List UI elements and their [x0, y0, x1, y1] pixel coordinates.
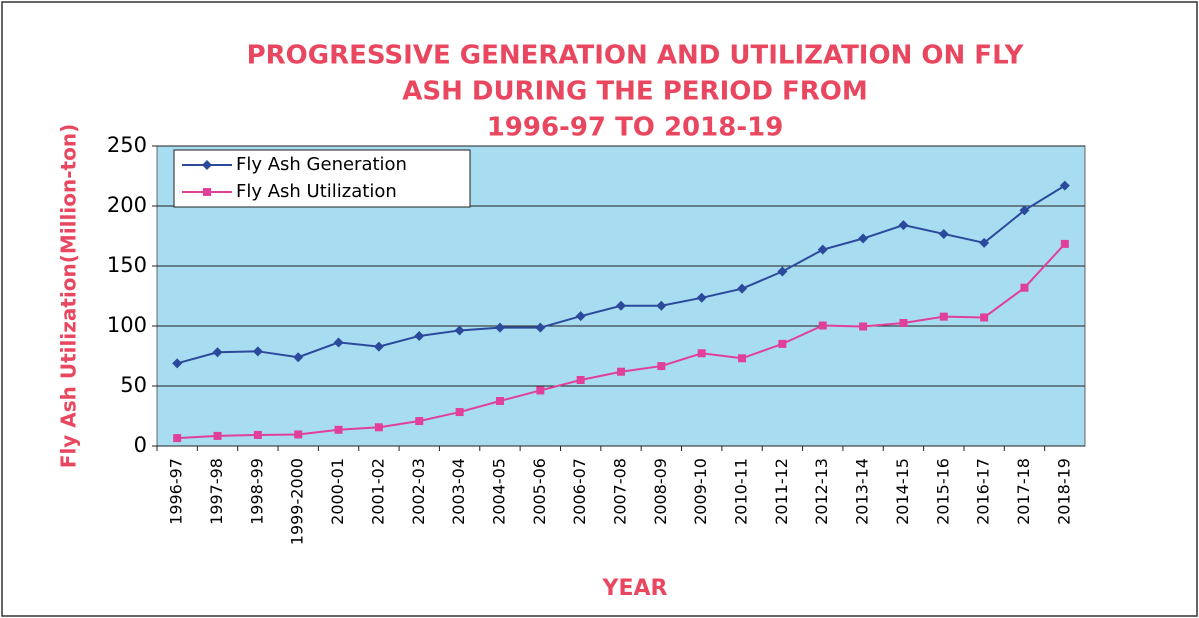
y-tick-label: 100 — [107, 313, 147, 337]
point — [253, 430, 262, 439]
point — [172, 358, 183, 369]
point — [173, 434, 182, 443]
y-tick-label: 0 — [134, 433, 147, 457]
chart-title: 1996-97 TO 2018-19 — [487, 113, 784, 143]
y-axis-label: Fly Ash Utilization(Million-ton) — [57, 124, 81, 468]
point — [980, 313, 989, 322]
point — [333, 337, 344, 348]
legend-marker — [203, 188, 211, 196]
point — [1019, 205, 1030, 216]
x-tick-label: 2002-03 — [409, 458, 428, 525]
point — [738, 354, 747, 363]
x-tick-label: 2012-13 — [812, 458, 831, 525]
point — [454, 325, 465, 336]
point — [576, 376, 585, 384]
legend-marker — [202, 160, 212, 170]
point — [494, 322, 505, 333]
x-tick-label: 2006-07 — [570, 458, 589, 525]
x-tick-label: 2013-14 — [853, 458, 872, 525]
point — [1059, 180, 1070, 191]
point — [737, 283, 748, 294]
x-tick-label: 2008-09 — [651, 458, 670, 525]
point — [455, 408, 464, 417]
point — [414, 330, 425, 341]
x-tick-label: 2010-11 — [732, 458, 751, 525]
point — [373, 341, 384, 352]
chart-title: PROGRESSIVE GENERATION AND UTILIZATION O… — [247, 41, 1025, 71]
point — [817, 244, 828, 255]
point — [617, 367, 625, 376]
point — [1020, 283, 1029, 292]
y-tick-label: 250 — [107, 133, 147, 157]
x-axis-label: YEAR — [602, 576, 668, 601]
x-tick-label: 2014-15 — [893, 458, 912, 525]
point — [656, 300, 667, 311]
x-tick-label: 1999-2000 — [288, 458, 307, 545]
point — [616, 300, 626, 311]
point — [294, 430, 303, 439]
point — [858, 233, 869, 244]
point — [898, 220, 909, 231]
point — [859, 322, 868, 331]
point — [939, 312, 948, 321]
point — [696, 292, 707, 303]
point — [818, 321, 827, 330]
x-tick-label: 2009-10 — [691, 458, 710, 525]
legend-label: Fly Ash Generation — [236, 154, 407, 175]
legend-label: Fly Ash Utilization — [236, 181, 397, 202]
point — [213, 431, 222, 440]
x-tick-label: 2018-19 — [1054, 458, 1073, 525]
y-tick-label: 50 — [120, 373, 147, 397]
legend-box — [173, 149, 471, 208]
x-tick-label: 1997-98 — [207, 458, 226, 525]
x-tick-label: 2016-17 — [974, 458, 993, 525]
point — [334, 425, 343, 434]
x-tick-label: 2001-02 — [368, 458, 387, 525]
point — [535, 322, 546, 333]
x-tick-label: 2005-06 — [530, 458, 549, 525]
chart-title: ASH DURING THE PERIOD FROM — [402, 77, 868, 107]
point — [777, 266, 788, 277]
point — [212, 347, 223, 358]
x-tick-label: 2011-12 — [772, 458, 791, 525]
x-tick-label: 2000-01 — [328, 458, 347, 525]
x-tick-label: 2003-04 — [449, 458, 468, 525]
point — [938, 228, 949, 239]
point — [778, 339, 787, 348]
point — [697, 349, 706, 358]
point — [415, 417, 424, 426]
y-tick-label: 150 — [107, 253, 147, 277]
x-tick-label: 2017-18 — [1014, 458, 1033, 525]
point — [657, 362, 666, 371]
point — [374, 423, 383, 432]
x-tick-label: 2015-16 — [933, 458, 952, 525]
point — [1060, 239, 1069, 248]
x-tick-label: 2007-08 — [611, 458, 630, 525]
point — [252, 346, 263, 357]
x-tick-label: 2004-05 — [489, 458, 508, 525]
y-tick-label: 200 — [107, 193, 147, 217]
point — [495, 397, 504, 405]
point — [899, 319, 908, 327]
point — [293, 352, 304, 363]
x-tick-label: 1998-99 — [247, 458, 266, 525]
point — [979, 237, 990, 248]
point — [575, 311, 586, 322]
x-tick-label: 1996-97 — [167, 458, 186, 525]
point — [536, 386, 545, 395]
